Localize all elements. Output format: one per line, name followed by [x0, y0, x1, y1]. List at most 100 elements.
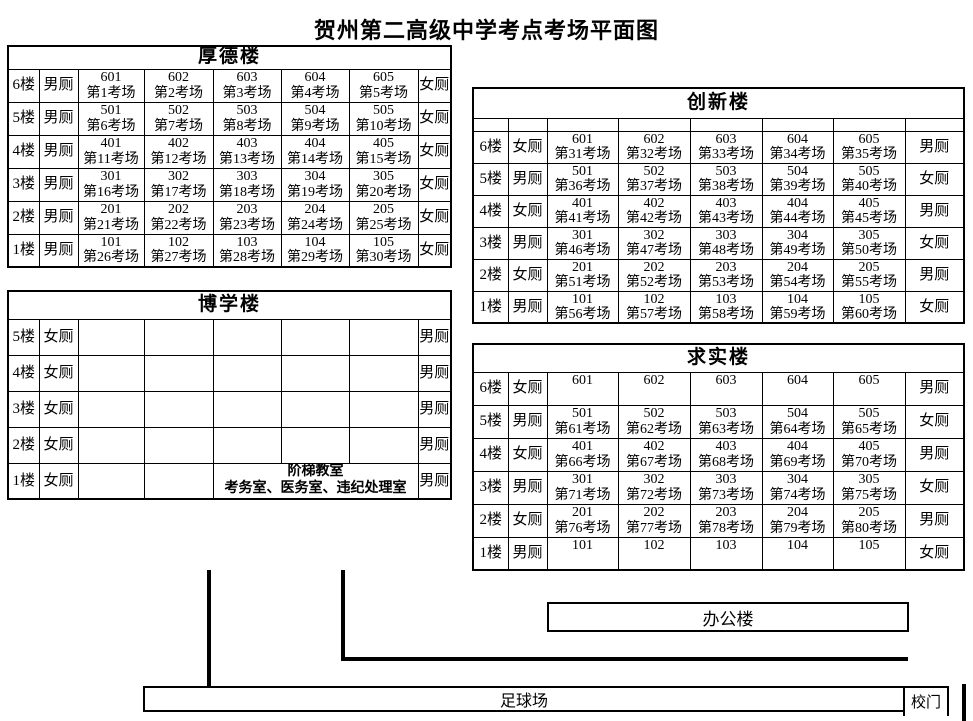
room-number: 603	[715, 131, 737, 147]
room-number: 102	[643, 537, 665, 553]
room-number: 204	[787, 505, 808, 521]
room-label: 第46考场	[554, 243, 611, 258]
right-toilet-cell: 女厕	[904, 470, 965, 505]
room-label: 第47考场	[626, 243, 682, 258]
right-toilet-cell: 女厕	[417, 200, 452, 235]
room-label: 第64考场	[769, 421, 826, 437]
chuangxin-table: 创新楼 6楼 女厕 601 第31考场 602 第32考场 603 第33考场 604 第34考场 6…	[472, 87, 966, 325]
room-label: 第11考场	[83, 151, 139, 167]
room-cell: 501 第36考场	[546, 162, 619, 196]
room-number: 205	[858, 259, 880, 275]
room-label: 第41考场	[554, 211, 611, 226]
room-number: 605	[858, 131, 880, 147]
floor-label: 1楼	[472, 290, 509, 324]
room-number: 604	[787, 131, 808, 147]
floor-label: 6楼	[7, 68, 40, 103]
room-label: 第70考场	[841, 454, 897, 470]
floor-row: 2楼 女厕 201 第51考场 202 第52考场 203 第53考场 204 第54考场 205 第…	[472, 258, 965, 292]
room-number: 601	[572, 131, 593, 147]
room-label: 第75考场	[841, 487, 897, 503]
room-label: 第53考场	[698, 275, 754, 290]
building-header-row: 创新楼	[472, 87, 965, 119]
room-number: 605	[373, 70, 394, 86]
right-toilet-cell: 男厕	[904, 130, 965, 164]
floor-label: 5楼	[472, 162, 509, 196]
building-header: 博学楼	[7, 290, 452, 320]
spacer-cell	[472, 117, 509, 132]
floor-row: 6楼 女厕 601 第31考场 602 第32考场 603 第33考场 604 第34考场 605 第…	[472, 130, 965, 164]
houde-table: 厚德楼 6楼 男厕 601 第1考场 602 第2考场 603 第3考场 604 第4考场 605 第5…	[7, 45, 453, 268]
room-cell: 304 第49考场	[761, 226, 834, 260]
building-header: 创新楼	[472, 87, 965, 119]
room-cell	[143, 354, 214, 392]
room-cell: 601 第1考场	[77, 68, 145, 103]
building-header-row: 厚德楼	[7, 45, 452, 70]
room-number: 302	[643, 227, 665, 243]
room-number: 501	[100, 103, 122, 119]
room-number: 502	[643, 163, 665, 179]
room-label: 第49考场	[769, 243, 826, 258]
room-number: 401	[572, 195, 593, 211]
right-toilet-cell: 男厕	[417, 426, 452, 464]
right-toilet-cell: 男厕	[417, 318, 452, 356]
room-cell: 103 第28考场	[212, 233, 282, 268]
floor-label: 3楼	[472, 470, 509, 505]
stair-classroom-line: 考务室、医务室、违纪处理室	[224, 480, 407, 496]
room-cell: 103 第58考场	[689, 290, 763, 324]
left-toilet-cell: 女厕	[38, 354, 79, 392]
room-cell: 603	[689, 371, 763, 406]
room-label: 第27考场	[150, 250, 207, 266]
school-gate-box: 校门	[903, 686, 949, 716]
room-number: 404	[304, 136, 326, 152]
floor-label: 4楼	[7, 134, 40, 169]
room-cell: 401 第66考场	[546, 437, 619, 472]
room-number: 505	[373, 103, 394, 119]
room-number: 403	[715, 195, 737, 211]
room-label: 第28考场	[219, 250, 275, 266]
floor-row: 1楼 女厕 阶梯教室 考务室、医务室、违纪处理室 男厕	[7, 462, 452, 500]
room-label: 第29考场	[287, 250, 343, 266]
room-number: 402	[643, 439, 665, 455]
room-label: 第37考场	[626, 179, 682, 194]
room-number: 104	[787, 291, 808, 307]
floor-label: 2楼	[7, 200, 40, 235]
room-number: 103	[715, 291, 737, 307]
room-cell: 402 第12考场	[143, 134, 214, 169]
office-building-box: 办公楼	[547, 602, 909, 632]
room-cell: 202 第52考场	[617, 258, 691, 292]
room-label: 第56考场	[554, 306, 611, 322]
room-label: 第34考场	[769, 147, 826, 162]
left-toilet-cell: 男厕	[507, 290, 548, 324]
room-label: 第15考场	[355, 151, 412, 167]
room-label: 第63考场	[698, 421, 754, 437]
room-number: 105	[858, 537, 880, 553]
room-label	[763, 553, 832, 568]
room-cell: 301 第16考场	[77, 167, 145, 202]
room-cell: 503 第38考场	[689, 162, 763, 196]
boxue-table: 博学楼 5楼 女厕 男厕 4楼 女厕 男厕 3楼 女厕 男厕 2楼 女厕 男厕 1楼 女厕 阶梯教室 考务室、医…	[7, 290, 453, 500]
left-toilet-cell: 女厕	[507, 437, 548, 472]
room-number: 101	[572, 291, 593, 307]
room-label: 第4考场	[290, 85, 340, 101]
room-cell: 404 第69考场	[761, 437, 834, 472]
floor-label: 6楼	[472, 371, 509, 406]
room-cell: 503 第8考场	[212, 101, 282, 136]
room-label: 第18考场	[219, 184, 275, 200]
room-cell: 504 第39考场	[761, 162, 834, 196]
room-cell: 501 第6考场	[77, 101, 145, 136]
floor-label: 1楼	[7, 233, 40, 268]
left-toilet-cell: 男厕	[507, 404, 548, 439]
room-label: 第60考场	[841, 306, 897, 322]
floor-label: 5楼	[7, 318, 40, 356]
room-number: 302	[643, 472, 665, 488]
room-label: 第39考场	[769, 179, 826, 194]
room-label: 第42考场	[626, 211, 682, 226]
room-label: 第72考场	[626, 487, 682, 503]
room-cell	[143, 426, 214, 464]
room-number: 103	[715, 537, 737, 553]
room-cell: 102	[617, 536, 691, 571]
left-toilet-cell: 男厕	[38, 233, 79, 268]
room-cell: 605 第5考场	[348, 68, 419, 103]
room-label: 第26考场	[83, 250, 139, 266]
floor-row: 1楼 男厕 101 102 103 104 105 女厕	[472, 536, 965, 571]
